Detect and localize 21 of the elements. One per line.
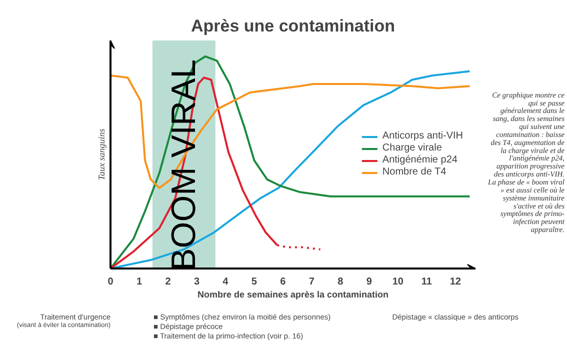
x-tick-label: 9 [366, 276, 372, 288]
legend-label: Antigénémie p24 [382, 154, 458, 166]
chart-title: Après une contamination [190, 16, 396, 36]
x-tick-label: 7 [308, 276, 315, 288]
x-tick-label: 5 [251, 276, 258, 288]
x-tick-label: 4 [222, 276, 229, 288]
x-tick-label: 6 [280, 276, 286, 288]
x-tick-label: 3 [194, 276, 200, 288]
y-axis-title: Taux sanguins [96, 128, 106, 180]
legend-label: Anticorps anti-VIH [382, 130, 463, 142]
x-tick-label: 1 [136, 276, 142, 288]
legend-label: Charge virale [382, 142, 442, 154]
x-axis-title: Nombre de semaines après la contamination [197, 290, 389, 300]
x-tick-label: 11 [421, 276, 432, 288]
band-label: BOOM VIRAL [164, 59, 203, 271]
x-tick-label: 8 [338, 276, 344, 288]
x-tick-label: 10 [392, 276, 404, 288]
x-tick-label: 0 [108, 276, 114, 288]
legend-label: Nombre de T4 [382, 166, 446, 178]
x-tick-label: 12 [450, 276, 462, 288]
x-tick-label: 2 [165, 276, 172, 288]
